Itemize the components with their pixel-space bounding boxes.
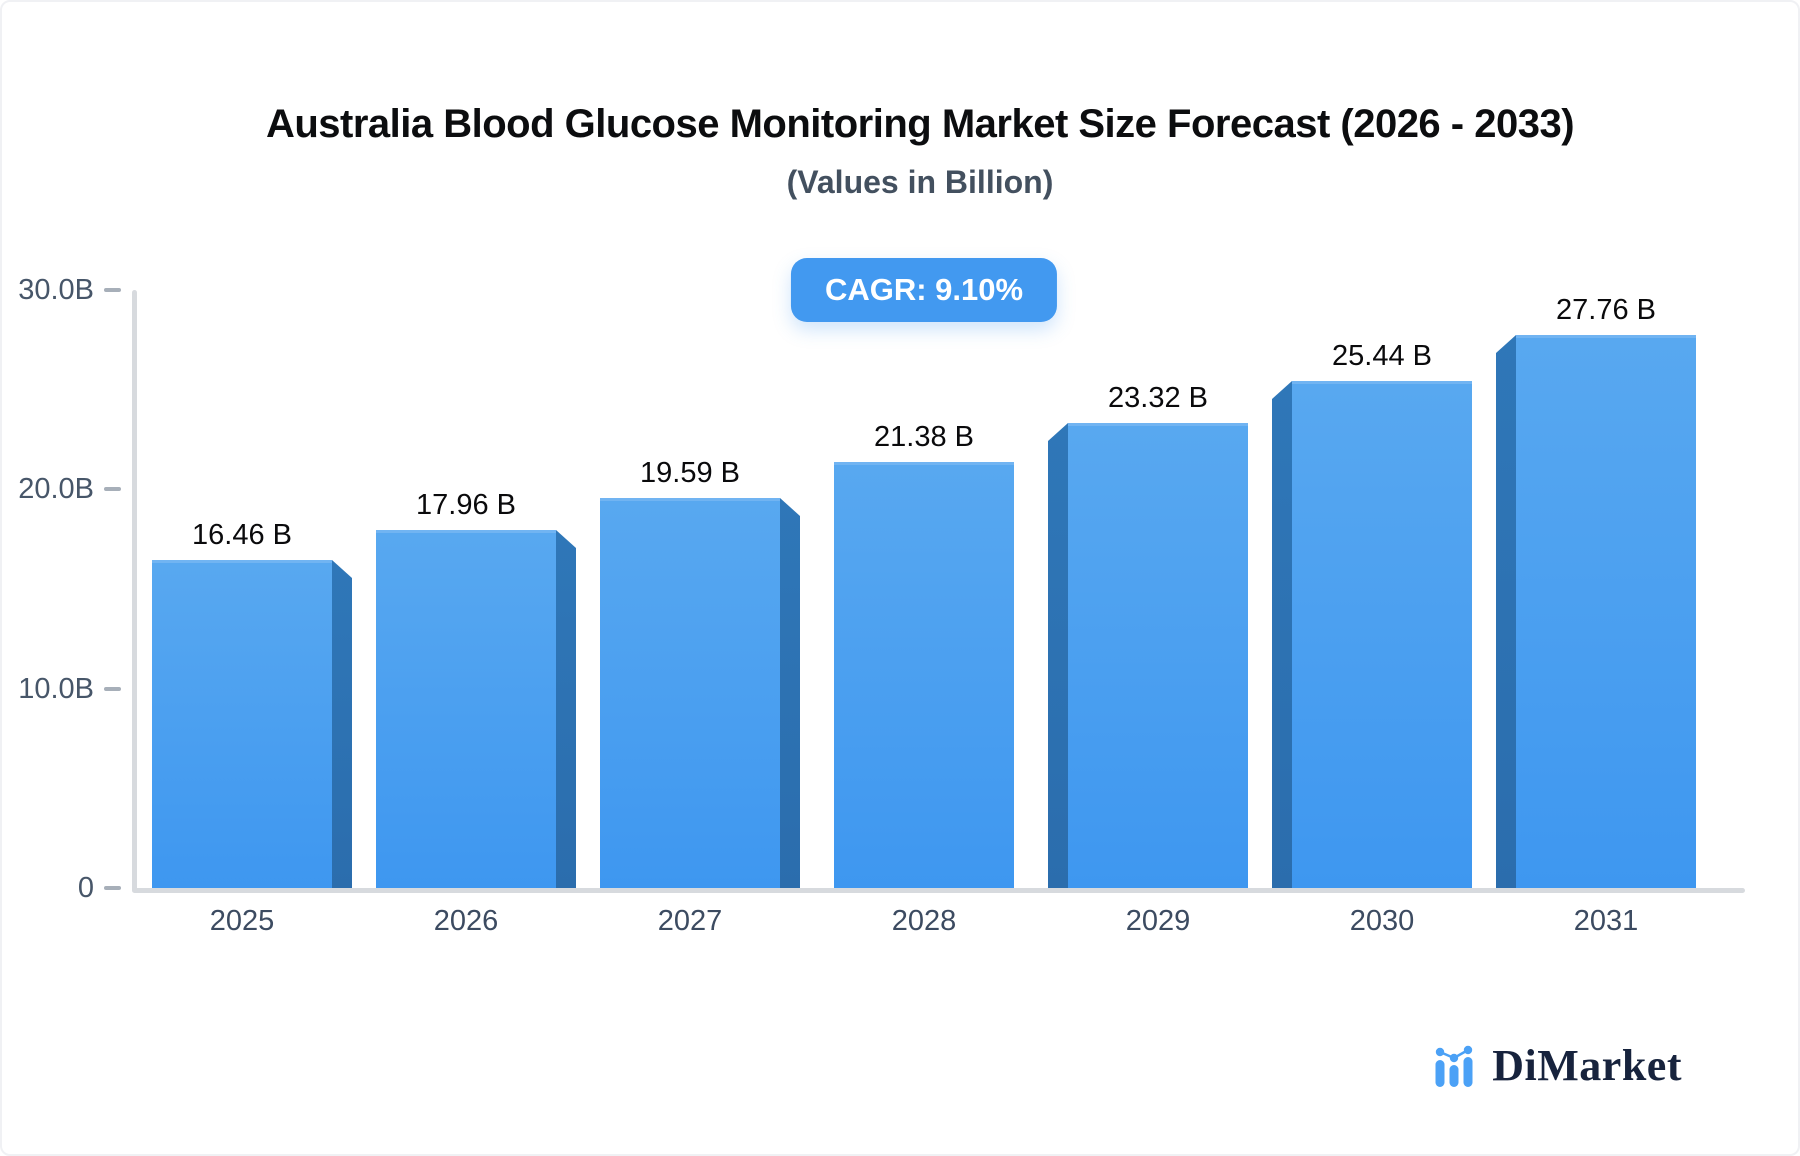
x-tick-label-2031: 2031 [1573,905,1639,937]
bar-value-label-2030: 25.44 B [1332,340,1432,372]
x-tick-label-2029: 2029 [1125,905,1191,937]
bar-2028[interactable] [834,462,1014,888]
x-tick-label-2027: 2027 [657,905,723,937]
bar-2026[interactable] [376,530,556,888]
chart-subtitle: (Values in Billion) [786,164,1054,200]
bar-value-label-2028: 21.38 B [874,421,974,453]
y-tick-dash-0 [104,886,121,890]
chart-title: Australia Blood Glucose Monitoring Marke… [265,102,1575,146]
bar-value-label-2031: 27.76 B [1556,294,1656,326]
bar-side-face-2027 [780,498,800,888]
y-tick-dash-10.0B [104,686,121,691]
bar-side-face-2030 [1272,381,1292,888]
bar-value-label-2026: 17.96 B [416,489,516,521]
dimarket-logo-text: DiMarket [1492,1041,1682,1090]
y-tick-label-10.0B: 10.0B [18,672,94,705]
bar-side-face-2025 [332,560,352,888]
bar-2027[interactable] [600,498,780,888]
bar-value-label-2025: 16.46 B [192,519,292,551]
x-axis-line [132,888,1745,893]
bar-2025[interactable] [152,560,332,888]
bar-side-face-2029 [1048,423,1068,888]
bar-2030[interactable] [1292,381,1472,888]
y-tick-dash-20.0B [104,487,121,492]
x-tick-label-2028: 2028 [891,905,957,937]
y-tick-label-20.0B: 20.0B [18,473,94,506]
bar-2031[interactable] [1516,335,1696,888]
dimarket-logo: DiMarket [1433,1040,1682,1091]
bar-value-label-2029: 23.32 B [1108,382,1208,414]
y-tick-label-30.0B: 30.0B [18,274,94,306]
bar-side-face-2031 [1496,335,1516,888]
y-axis-line [132,290,137,892]
cagr-badge: CAGR: 9.10% [790,258,1058,322]
y-tick-label-0: 0 [77,872,94,904]
x-tick-label-2026: 2026 [433,905,499,937]
dimarket-logo-icon [1435,1045,1473,1087]
bar-side-face-2026 [556,530,576,888]
x-tick-label-2025: 2025 [209,905,275,937]
bar-2029[interactable] [1068,423,1248,888]
y-tick-dash-30.0B [104,288,121,292]
bar-value-label-2027: 19.59 B [640,457,740,489]
x-tick-label-2030: 2030 [1349,905,1415,937]
